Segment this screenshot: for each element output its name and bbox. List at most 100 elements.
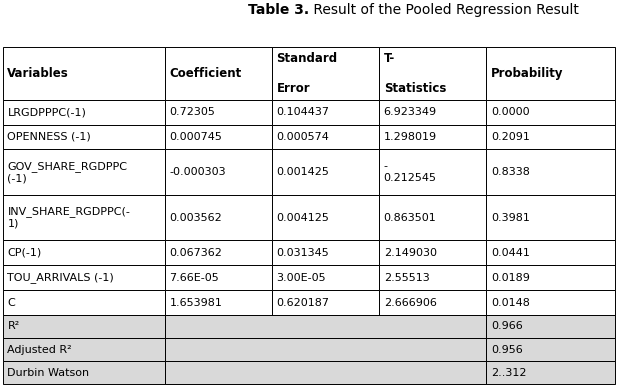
Bar <box>273 338 379 361</box>
Bar <box>165 195 273 240</box>
Bar <box>486 100 615 125</box>
Bar <box>3 125 165 149</box>
Text: 0.863501: 0.863501 <box>384 213 436 223</box>
Text: Standard

Error: Standard Error <box>277 52 338 95</box>
Text: 7.66E-05: 7.66E-05 <box>169 273 219 283</box>
Bar <box>3 195 165 240</box>
Text: 2..312: 2..312 <box>491 367 527 378</box>
Bar <box>379 100 486 125</box>
Bar <box>379 149 486 195</box>
Bar <box>165 265 273 290</box>
Text: R²: R² <box>7 322 20 331</box>
Bar <box>165 125 273 149</box>
Text: TOU_ARRIVALS (-1): TOU_ARRIVALS (-1) <box>7 272 114 283</box>
Text: Result of the Pooled Regression Result: Result of the Pooled Regression Result <box>309 3 579 17</box>
Text: CP(-1): CP(-1) <box>7 248 41 258</box>
Bar <box>486 338 615 361</box>
Bar <box>486 195 615 240</box>
Bar <box>379 338 486 361</box>
Bar <box>3 240 165 265</box>
Bar <box>165 47 273 100</box>
Text: 0.3981: 0.3981 <box>491 213 530 223</box>
Bar <box>273 149 379 195</box>
Text: 1.298019: 1.298019 <box>384 132 437 142</box>
Text: GOV_SHARE_RGDPPC
(-1): GOV_SHARE_RGDPPC (-1) <box>7 161 127 184</box>
Text: T-

Statistics: T- Statistics <box>384 52 446 95</box>
Bar <box>273 265 379 290</box>
Text: 0.2091: 0.2091 <box>491 132 530 142</box>
Bar <box>165 361 273 384</box>
Bar <box>379 195 486 240</box>
Text: OPENNESS (-1): OPENNESS (-1) <box>7 132 91 142</box>
Text: 0.966: 0.966 <box>491 322 522 331</box>
Bar <box>3 149 165 195</box>
Bar <box>486 315 615 338</box>
Bar <box>273 290 379 315</box>
Text: -0.000303: -0.000303 <box>169 167 226 177</box>
Bar <box>486 265 615 290</box>
Text: 6.923349: 6.923349 <box>384 107 437 117</box>
Text: Table 3.: Table 3. <box>248 3 309 17</box>
Bar <box>165 100 273 125</box>
Bar <box>165 361 486 384</box>
Text: 0.0000: 0.0000 <box>491 107 530 117</box>
Text: 0.956: 0.956 <box>491 345 522 355</box>
Text: Coefficient: Coefficient <box>169 67 242 80</box>
Bar <box>379 315 486 338</box>
Text: 0.104437: 0.104437 <box>277 107 329 117</box>
Text: 0.000745: 0.000745 <box>169 132 222 142</box>
Bar <box>273 240 379 265</box>
Text: 0.72305: 0.72305 <box>169 107 216 117</box>
Text: 0.067362: 0.067362 <box>169 248 222 258</box>
Bar <box>273 315 379 338</box>
Text: -
0.212545: - 0.212545 <box>384 161 437 183</box>
Bar <box>3 338 165 361</box>
Bar <box>486 125 615 149</box>
Bar <box>379 290 486 315</box>
Bar <box>486 47 615 100</box>
Bar <box>165 338 273 361</box>
Text: 0.8338: 0.8338 <box>491 167 530 177</box>
Bar <box>273 361 379 384</box>
Text: 0.0148: 0.0148 <box>491 298 530 308</box>
Bar <box>379 240 486 265</box>
Text: 3.00E-05: 3.00E-05 <box>277 273 326 283</box>
Text: 0.031345: 0.031345 <box>277 248 329 258</box>
Text: 0.003562: 0.003562 <box>169 213 222 223</box>
Text: Probability: Probability <box>491 67 563 80</box>
Text: 2.666906: 2.666906 <box>384 298 436 308</box>
Text: 0.0441: 0.0441 <box>491 248 530 258</box>
Bar <box>486 240 615 265</box>
Bar <box>165 315 273 338</box>
Text: 0.000574: 0.000574 <box>277 132 329 142</box>
Bar <box>3 265 165 290</box>
Bar <box>165 338 486 361</box>
Text: 2.55513: 2.55513 <box>384 273 430 283</box>
Text: C: C <box>7 298 15 308</box>
Bar <box>165 240 273 265</box>
Text: Variables: Variables <box>7 67 69 80</box>
Bar <box>3 47 165 100</box>
Bar <box>3 290 165 315</box>
Text: LRGDPPPC(-1): LRGDPPPC(-1) <box>7 107 87 117</box>
Bar <box>486 149 615 195</box>
Bar <box>3 361 165 384</box>
Text: INV_SHARE_RGDPPC(-
1): INV_SHARE_RGDPPC(- 1) <box>7 206 130 229</box>
Bar <box>273 100 379 125</box>
Text: Adjusted R²: Adjusted R² <box>7 345 72 355</box>
Bar <box>3 100 165 125</box>
Text: 0.620187: 0.620187 <box>277 298 329 308</box>
Bar <box>273 125 379 149</box>
Bar <box>379 47 486 100</box>
Bar <box>273 47 379 100</box>
Bar <box>379 361 486 384</box>
Text: 2.149030: 2.149030 <box>384 248 437 258</box>
Text: 0.0189: 0.0189 <box>491 273 530 283</box>
Bar <box>3 315 165 338</box>
Bar <box>486 361 615 384</box>
Bar <box>486 290 615 315</box>
Bar <box>273 195 379 240</box>
Text: 1.653981: 1.653981 <box>169 298 222 308</box>
Bar <box>165 149 273 195</box>
Text: 0.004125: 0.004125 <box>277 213 329 223</box>
